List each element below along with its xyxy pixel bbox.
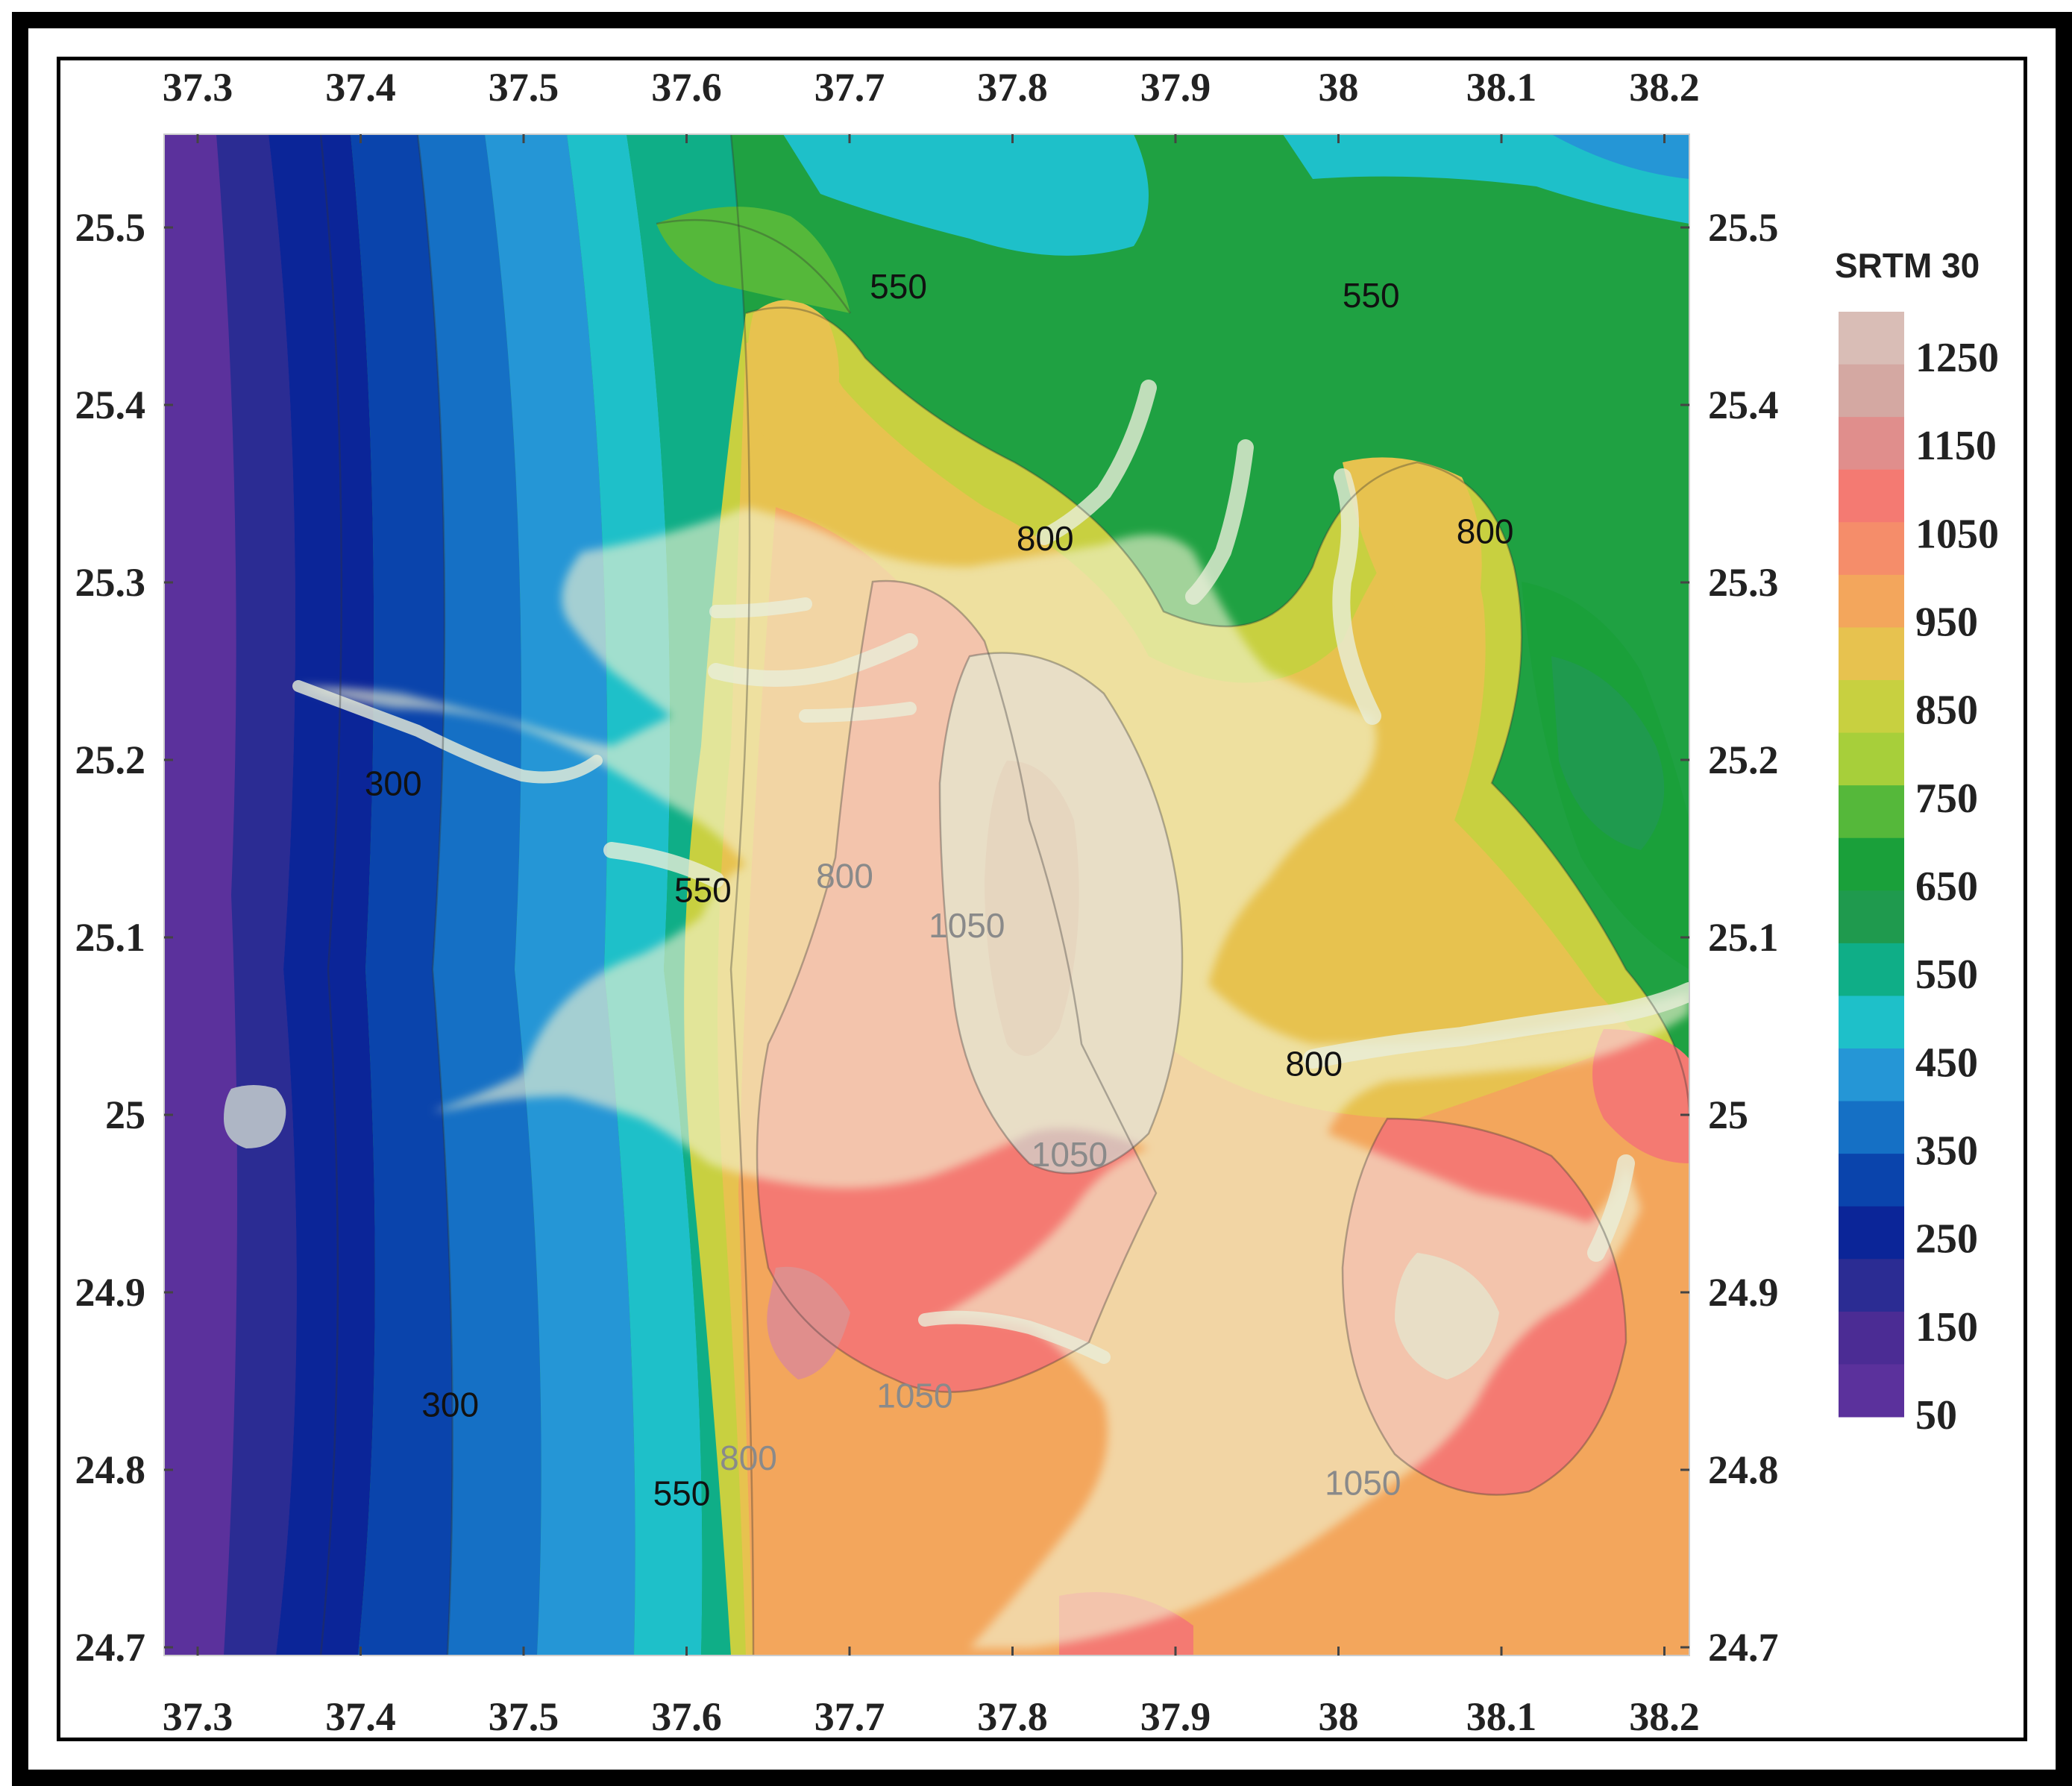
legend-label: 750: [1915, 776, 1978, 822]
legend-swatch: [1839, 1364, 1904, 1418]
map-axes: 37.3 37.3 37.4 37.4 37.5 37.5 37.6 37.6 37.7 37.7…: [75, 65, 1779, 1739]
lon-tick-label-bottom: 37.6: [651, 1694, 722, 1739]
lon-tick-label-bottom: 38: [1319, 1694, 1359, 1739]
legend-label: 1050: [1915, 511, 1999, 557]
lon-tick-label-top: 37.9: [1140, 65, 1211, 110]
lon-tick-label-top: 37.4: [325, 65, 396, 110]
lat-tick-label-left: 25: [105, 1092, 145, 1137]
legend-swatch: [1839, 1206, 1904, 1260]
lat-tick-label-left: 25.1: [75, 915, 146, 960]
legend-swatch: [1839, 943, 1904, 996]
lon-tick-label-top: 37.3: [163, 65, 233, 110]
contour-label: 800: [1017, 519, 1074, 558]
legend-swatch: [1839, 417, 1904, 471]
legend-swatch: [1839, 996, 1904, 1049]
elevation-raster: [164, 134, 1689, 1655]
legend-label: 150: [1915, 1304, 1978, 1350]
lat-tick-label-right: 24.8: [1708, 1447, 1779, 1492]
legend-swatch: [1839, 1154, 1904, 1207]
contour-label: 1050: [929, 906, 1005, 945]
lon-tick-label-top: 37.6: [651, 65, 722, 110]
legend-swatch: [1839, 680, 1904, 734]
legend-color-bar: [1839, 312, 1904, 1418]
lat-tick-label-right: 24.7: [1708, 1625, 1779, 1670]
lat-tick-label-right: 25.5: [1708, 205, 1779, 250]
contour-label: 300: [421, 1386, 479, 1424]
lon-tick-label-top: 38.2: [1629, 65, 1700, 110]
legend-swatch: [1839, 627, 1904, 681]
legend-label: 1150: [1915, 423, 1997, 469]
legend-swatch: [1839, 1259, 1904, 1312]
legend-label: 450: [1915, 1040, 1978, 1086]
contour-label: 800: [1457, 512, 1514, 551]
legend-swatch: [1839, 890, 1904, 944]
legend-swatch: [1839, 364, 1904, 418]
lat-tick-label-right: 25.4: [1708, 383, 1779, 427]
lat-tick-label-left: 25.3: [75, 560, 146, 605]
legend-label: 1250: [1915, 335, 1999, 381]
legend-label: 350: [1915, 1128, 1978, 1175]
legend-swatch: [1839, 1311, 1904, 1365]
contour-label: 550: [674, 870, 732, 909]
lon-tick-label-bottom: 37.3: [163, 1694, 233, 1739]
legend-label: 850: [1915, 688, 1978, 734]
legend-swatch: [1839, 1048, 1904, 1102]
lon-tick-label-top: 37.7: [814, 65, 885, 110]
lon-tick-label-bottom: 37.5: [489, 1694, 559, 1739]
lat-tick-label-left: 25.5: [75, 205, 146, 250]
contour-label: 550: [653, 1474, 711, 1513]
legend-title: SRTM 30: [1835, 246, 1980, 285]
lon-tick-label-top: 38: [1319, 65, 1359, 110]
lat-tick-label-left: 24.8: [75, 1447, 146, 1492]
legend-swatch: [1839, 732, 1904, 786]
lat-tick-label-right: 25.1: [1708, 915, 1779, 960]
plot-border: [163, 133, 1690, 1656]
contour-label: 550: [1343, 276, 1400, 315]
legend-label: 50: [1915, 1392, 1957, 1438]
legend-swatch: [1839, 574, 1904, 628]
lat-tick-label-left: 25.2: [75, 738, 146, 782]
lat-tick-label-left: 24.9: [75, 1270, 146, 1315]
contour-label: 300: [365, 764, 422, 803]
lon-tick-label-top: 37.8: [977, 65, 1048, 110]
contour-label: 800: [1285, 1045, 1343, 1084]
lat-tick-label-left: 24.7: [75, 1625, 146, 1670]
contour-label: 800: [720, 1438, 777, 1477]
lon-tick-label-bottom: 37.8: [977, 1694, 1048, 1739]
legend-label: 650: [1915, 864, 1978, 910]
contour-label: 800: [816, 856, 873, 895]
lon-tick-label-bottom: 37.4: [325, 1694, 396, 1739]
legend-swatch: [1839, 1101, 1904, 1154]
lat-tick-label-right: 25.3: [1708, 560, 1779, 605]
legend-labels: 1250 1150 1050 950 850 750 650 550 450 350 250 150 5…: [1915, 335, 1999, 1438]
lat-tick-label-right: 25.2: [1708, 738, 1779, 782]
legend-swatch: [1839, 522, 1904, 576]
contour-label: 1050: [1032, 1135, 1108, 1174]
lon-tick-label-bottom: 37.7: [814, 1694, 885, 1739]
lat-tick-label-left: 25.4: [75, 383, 146, 427]
legend-swatch: [1839, 469, 1904, 523]
contour-label: 1050: [876, 1377, 952, 1415]
contour-label: 550: [870, 267, 927, 306]
lon-tick-label-bottom: 38.1: [1466, 1694, 1537, 1739]
lon-tick-label-bottom: 37.9: [1140, 1694, 1211, 1739]
lon-tick-label-top: 38.1: [1466, 65, 1537, 110]
contour-label: 1050: [1325, 1463, 1401, 1502]
lat-tick-label-right: 24.9: [1708, 1270, 1779, 1315]
lat-tick-label-right: 25: [1708, 1092, 1748, 1137]
legend-label: 550: [1915, 952, 1978, 998]
legend-label: 950: [1915, 600, 1978, 646]
legend-swatch: [1839, 837, 1904, 891]
lon-tick-label-top: 37.5: [489, 65, 559, 110]
lon-tick-label-bottom: 38.2: [1629, 1694, 1700, 1739]
legend-label: 250: [1915, 1216, 1978, 1263]
legend-swatch: [1839, 785, 1904, 839]
legend-swatch: [1839, 312, 1904, 365]
